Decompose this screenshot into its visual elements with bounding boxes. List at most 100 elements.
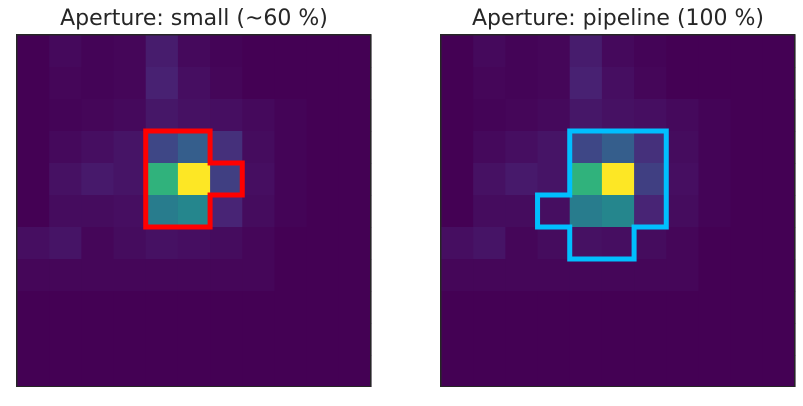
heatmap-cell xyxy=(145,131,179,164)
heatmap-cell xyxy=(537,227,571,260)
heatmap-cell xyxy=(537,291,571,324)
heatmap-cell xyxy=(145,323,179,356)
heatmap-cell xyxy=(441,99,474,132)
heatmap-cell xyxy=(113,35,147,68)
heatmap-cell xyxy=(177,323,211,356)
heatmap-cell xyxy=(81,227,115,260)
heatmap-cell xyxy=(177,195,211,228)
heatmap-cell xyxy=(242,99,276,132)
heatmap-cell xyxy=(338,291,372,324)
heatmap-cell xyxy=(634,35,667,68)
heatmap-cell xyxy=(634,195,667,228)
heatmap-cell xyxy=(242,227,276,260)
heatmap-cell xyxy=(601,227,635,260)
heatmap-cell xyxy=(762,291,796,324)
chart-title-pipeline: Aperture: pipeline (100 %) xyxy=(472,6,764,31)
heatmap-cell xyxy=(537,131,571,164)
heatmap-cell xyxy=(537,99,571,132)
heatmap-cell xyxy=(569,291,603,324)
heatmap-cell xyxy=(49,259,82,292)
heatmap-cell xyxy=(569,163,603,196)
heatmap-cell xyxy=(762,163,796,196)
heatmap-cell xyxy=(274,323,308,356)
heatmap-cell xyxy=(473,259,506,292)
heatmap-cell xyxy=(634,131,667,164)
heatmap-cell xyxy=(17,323,50,356)
heatmap-cell xyxy=(441,323,474,356)
heatmap-cell xyxy=(338,163,372,196)
heatmap-cell xyxy=(338,259,372,292)
heatmap-cell xyxy=(666,131,700,164)
heatmap-cell xyxy=(306,195,340,228)
heatmap-cell xyxy=(274,195,308,228)
heatmap-cell xyxy=(473,35,506,68)
heatmap-cell xyxy=(441,291,474,324)
heatmap-cell xyxy=(441,163,474,196)
heatmap-cell xyxy=(698,323,732,356)
heatmap-cell xyxy=(634,355,667,387)
heatmap-cell xyxy=(145,355,179,387)
heatmap-cell xyxy=(666,259,700,292)
heatmap-cell xyxy=(81,163,115,196)
heatmap-cell xyxy=(145,35,179,68)
heatmap-cell xyxy=(49,131,82,164)
heatmap-cell xyxy=(730,355,764,387)
heatmap-cell xyxy=(698,163,732,196)
heatmap-cell xyxy=(473,163,506,196)
heatmap-cell xyxy=(81,291,115,324)
heatmap-cell xyxy=(145,195,179,228)
heatmap-cell xyxy=(698,99,732,132)
heatmap-cell xyxy=(569,195,603,228)
heatmap-cell xyxy=(601,195,635,228)
heatmap-cell xyxy=(81,355,115,387)
heatmap-cell xyxy=(49,195,82,228)
heatmap-cell xyxy=(730,35,764,68)
heatmap-cell xyxy=(274,355,308,387)
heatmap-cell xyxy=(441,67,474,100)
heatmap-cell xyxy=(177,163,211,196)
heatmap-cell xyxy=(306,355,340,387)
heatmap-cell xyxy=(306,67,340,100)
heatmap-cell xyxy=(441,227,474,260)
heatmap-cell xyxy=(537,259,571,292)
heatmap-cell xyxy=(698,131,732,164)
heatmap-cell xyxy=(274,259,308,292)
heatmap-cell xyxy=(49,227,82,260)
heatmap-cell xyxy=(762,195,796,228)
heatmap-cell xyxy=(306,35,340,68)
heatmap-cell xyxy=(537,35,571,68)
heatmap-cell xyxy=(666,355,700,387)
heatmap-cell xyxy=(473,99,506,132)
heatmap-cell xyxy=(17,35,50,68)
heatmap-cell xyxy=(762,259,796,292)
heatmap-cell xyxy=(177,35,211,68)
heatmap-cell xyxy=(274,67,308,100)
plot-frame xyxy=(440,34,796,387)
heatmap-cell xyxy=(505,259,539,292)
heatmap-cell xyxy=(17,355,50,387)
plot-frame xyxy=(16,34,372,387)
heatmap-cell xyxy=(306,227,340,260)
heatmap-cell xyxy=(17,291,50,324)
heatmap-cell xyxy=(537,67,571,100)
heatmap-cell xyxy=(601,35,635,68)
heatmap-cell xyxy=(210,323,243,356)
heatmap-cell xyxy=(569,355,603,387)
heatmap-cell xyxy=(569,131,603,164)
heatmap-cell xyxy=(666,67,700,100)
heatmap-cell xyxy=(505,35,539,68)
heatmap-cell xyxy=(306,291,340,324)
heatmap-cell xyxy=(634,259,667,292)
heatmap-cell xyxy=(698,67,732,100)
heatmap-cell xyxy=(441,195,474,228)
heatmap-cell xyxy=(473,355,506,387)
heatmap-cell xyxy=(177,291,211,324)
heatmap-cell xyxy=(17,131,50,164)
heatmap-cell xyxy=(338,67,372,100)
heatmap-plot-pipeline xyxy=(440,34,796,387)
heatmap-cell xyxy=(242,355,276,387)
heatmap-cell xyxy=(113,67,147,100)
heatmap-cell xyxy=(274,163,308,196)
heatmap-cell xyxy=(505,163,539,196)
heatmap-cell xyxy=(666,323,700,356)
